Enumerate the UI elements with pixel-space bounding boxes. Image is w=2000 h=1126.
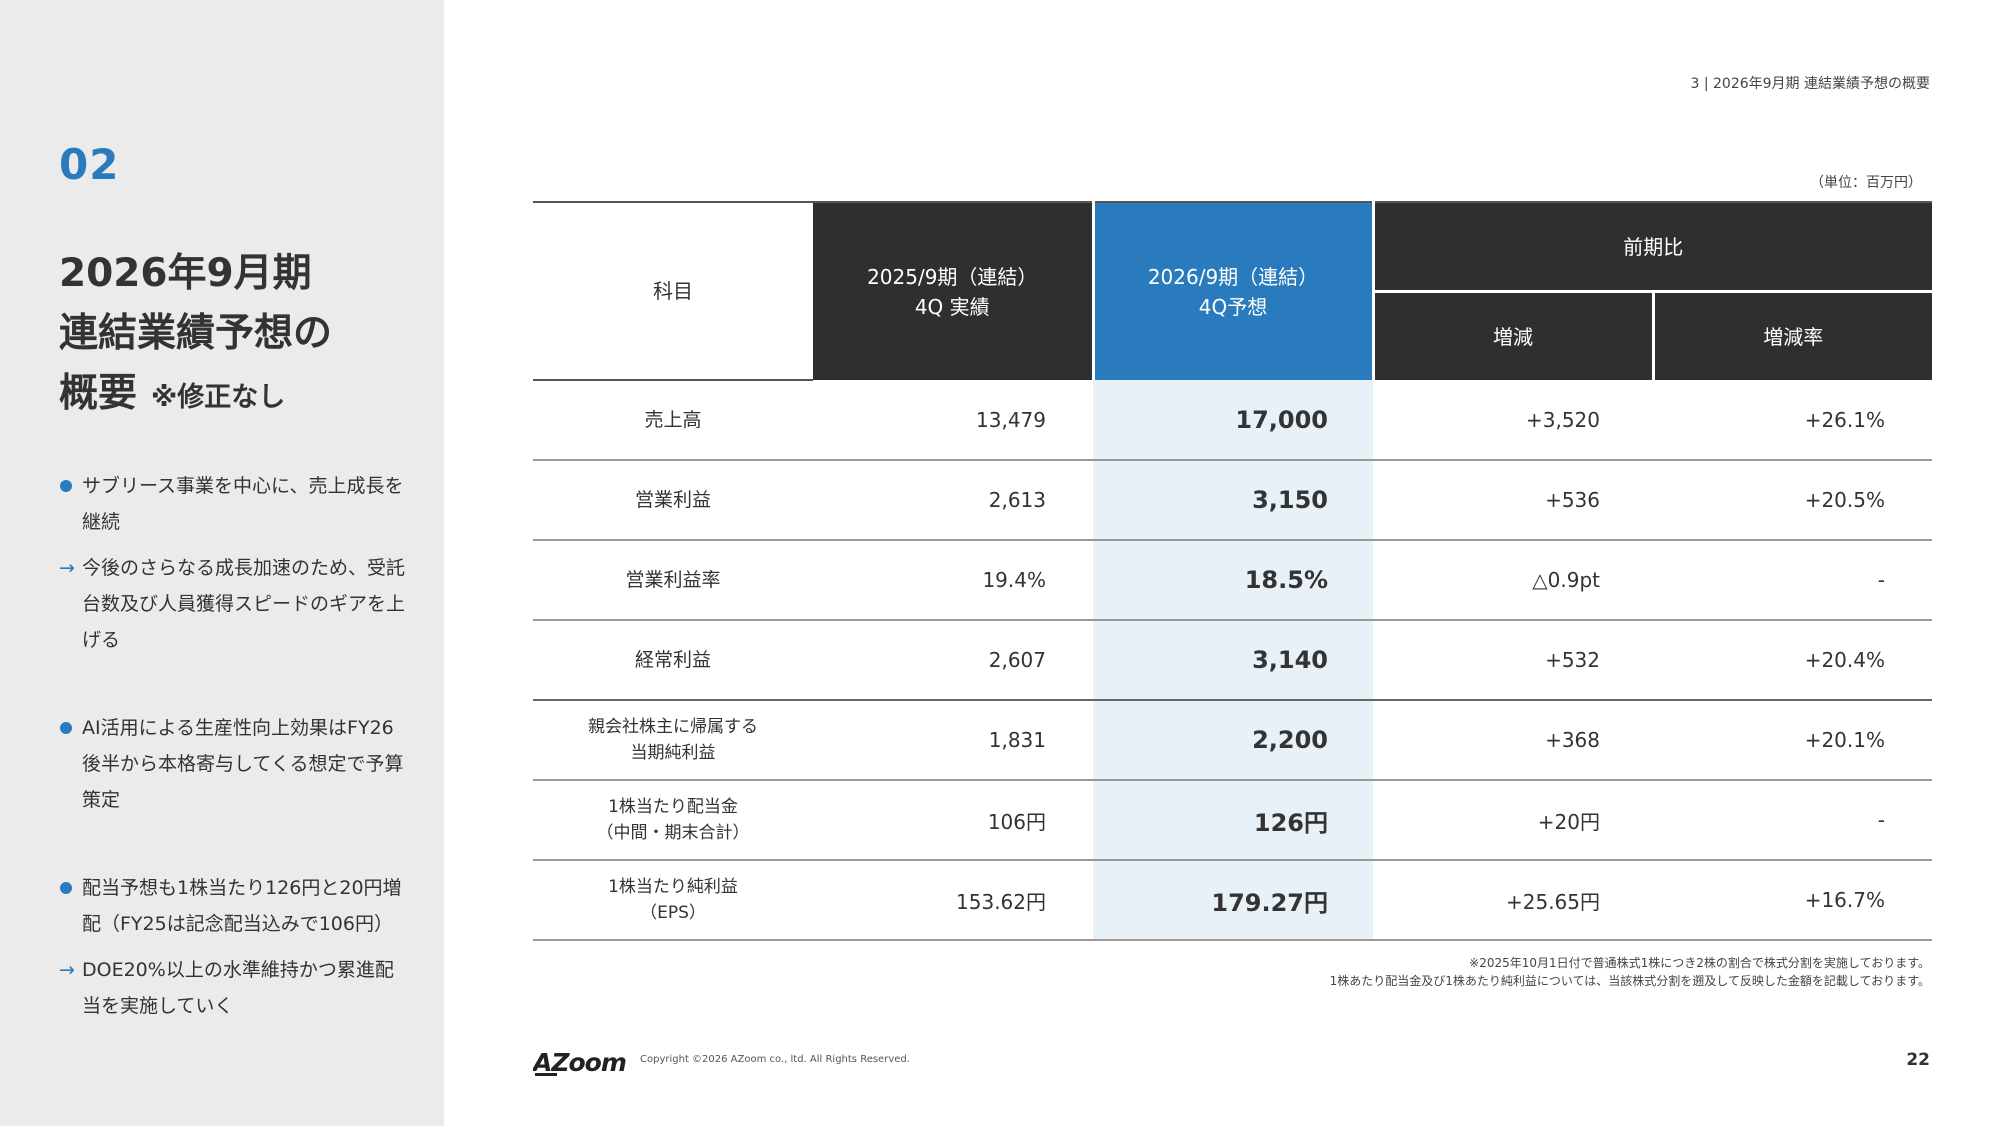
- cell-diff: +20円: [1373, 780, 1653, 861]
- bullet-point: サブリース事業を中心に、売上成長を継続: [59, 468, 409, 540]
- header-yoy: 前期比: [1373, 201, 1932, 292]
- bullet-text: DOE20%以上の水準維持かつ累進配当を実施していく: [82, 959, 394, 1017]
- cell-diff: +368: [1373, 700, 1653, 781]
- forecast-table: 科目 2025/9期（連結） 4Q 実績 2026/9期（連結） 4Q予想 前期…: [533, 201, 1932, 941]
- row-subject: 親会社株主に帰属する 当期純利益: [533, 700, 813, 781]
- page-number: 22: [1906, 1050, 1930, 1070]
- copyright: Copyright ©2026 AZoom co., ltd. All Righ…: [640, 1054, 910, 1065]
- cell-rate: -: [1653, 780, 1932, 861]
- cell-forecast: 179.27円: [1093, 860, 1373, 941]
- table-row: 1株当たり純利益 （EPS） 153.62円 179.27円 +25.65円 +…: [533, 860, 1932, 941]
- row-subject: 1株当たり配当金 （中間・期末合計）: [533, 780, 813, 861]
- cell-diff: +3,520: [1373, 380, 1653, 461]
- cell-prev: 153.62円: [813, 860, 1093, 941]
- row-subject-line1: 1株当たり配当金: [608, 797, 738, 817]
- header-prev-year: 2025/9期（連結） 4Q 実績: [813, 201, 1095, 380]
- row-subject: 経常利益: [533, 620, 813, 701]
- cell-prev: 1,831: [813, 700, 1093, 781]
- row-subject-line2: （中間・期末合計）: [596, 823, 750, 843]
- row-subject-line2: 当期純利益: [630, 743, 716, 763]
- table-row: 経常利益 2,607 3,140 +532 +20.4%: [533, 620, 1932, 701]
- cell-rate: +16.7%: [1653, 860, 1932, 941]
- company-logo: AZoom: [533, 1047, 629, 1077]
- header-current-forecast: 2026/9期（連結） 4Q予想: [1093, 201, 1375, 380]
- arrow-point: → DOE20%以上の水準維持かつ累進配当を実施していく: [59, 952, 409, 1024]
- table-row: 売上高 13,479 17,000 +3,520 +26.1%: [533, 380, 1932, 461]
- row-subject-line1: 1株当たり純利益: [608, 877, 738, 897]
- cell-forecast: 3,150: [1093, 460, 1373, 541]
- cell-prev: 2,613: [813, 460, 1093, 541]
- bullet-dot-icon: [60, 480, 72, 492]
- cell-rate: +20.4%: [1653, 620, 1932, 701]
- footnote-line: 1株あたり配当金及び1株あたり純利益については、当該株式分割を遡及して反映した金…: [1329, 974, 1930, 988]
- cell-prev: 13,479: [813, 380, 1093, 461]
- table-row: 営業利益 2,613 3,150 +536 +20.5%: [533, 460, 1932, 541]
- header-diff: 増減: [1373, 290, 1655, 380]
- table-row: 親会社株主に帰属する 当期純利益 1,831 2,200 +368 +20.1%: [533, 700, 1932, 781]
- arrow-right-icon: →: [59, 959, 75, 981]
- cell-prev: 2,607: [813, 620, 1093, 701]
- bullet-text: AI活用による生産性向上効果はFY26後半から本格寄与してくる想定で予算策定: [82, 717, 404, 811]
- page-label: 3 | 2026年9月期 連結業績予想の概要: [1690, 76, 1930, 92]
- cell-rate: +20.1%: [1653, 700, 1932, 781]
- row-subject-line1: 親会社株主に帰属する: [588, 717, 758, 737]
- bullet-text: 配当予想も1株当たり126円と20円増配（FY25は記念配当込みで106円）: [82, 877, 402, 935]
- cell-diff: +532: [1373, 620, 1653, 701]
- arrow-point: → 今後のさらなる成長加速のため、受託台数及び人員獲得スピードのギアを上げる: [59, 550, 409, 658]
- header-subject: 科目: [533, 201, 813, 381]
- svg-text:AZoom: AZoom: [533, 1048, 626, 1077]
- section-title: 2026年9月期 連結業績予想の 概要 ※修正なし: [59, 244, 429, 428]
- unit-label: （単位：百万円）: [1810, 175, 1922, 191]
- row-subject: 1株当たり純利益 （EPS）: [533, 860, 813, 941]
- title-note: ※修正なし: [151, 382, 286, 413]
- header-prev-line2: 4Q 実績: [914, 294, 990, 319]
- footnote: ※2025年10月1日付で普通株式1株につき2株の割合で株式分割を実施しておりま…: [1330, 954, 1930, 990]
- cell-forecast: 126円: [1093, 780, 1373, 861]
- section-title-line: 連結業績予想の: [59, 311, 333, 356]
- cell-forecast: 2,200: [1093, 700, 1373, 781]
- header-cur-line2: 4Q予想: [1198, 294, 1268, 319]
- cell-forecast: 3,140: [1093, 620, 1373, 701]
- section-title-text: 概要: [59, 371, 138, 416]
- footnote-line: ※2025年10月1日付で普通株式1株につき2株の割合で株式分割を実施しておりま…: [1469, 956, 1930, 970]
- header-cur-line1: 2026/9期（連結）: [1147, 264, 1319, 289]
- cell-rate: -: [1653, 540, 1932, 621]
- row-subject-line2: （EPS）: [640, 903, 706, 923]
- cell-prev: 19.4%: [813, 540, 1093, 621]
- cell-forecast: 18.5%: [1093, 540, 1373, 621]
- section-number: 02: [59, 140, 120, 189]
- bullet-point: 配当予想も1株当たり126円と20円増配（FY25は記念配当込みで106円）: [59, 870, 409, 942]
- row-subject: 営業利益率: [533, 540, 813, 621]
- section-title-line: 2026年9月期: [59, 251, 312, 296]
- cell-diff: +536: [1373, 460, 1653, 541]
- arrow-right-icon: →: [59, 557, 75, 579]
- cell-prev: 106円: [813, 780, 1093, 861]
- bullet-text: 今後のさらなる成長加速のため、受託台数及び人員獲得スピードのギアを上げる: [82, 557, 406, 651]
- cell-diff: +25.65円: [1373, 860, 1653, 941]
- table-row: 1株当たり配当金 （中間・期末合計） 106円 126円 +20円 -: [533, 780, 1932, 861]
- bullet-dot-icon: [60, 722, 72, 734]
- bullet-dot-icon: [60, 882, 72, 894]
- bullet-text: サブリース事業を中心に、売上成長を継続: [82, 475, 404, 533]
- azoom-logo-icon: AZoom: [533, 1048, 627, 1077]
- section-title-line: 概要 ※修正なし: [59, 364, 429, 428]
- row-subject: 営業利益: [533, 460, 813, 541]
- cell-forecast: 17,000: [1093, 380, 1373, 461]
- sidebar: 02 2026年9月期 連結業績予想の 概要 ※修正なし サブリース事業を中心に、…: [0, 0, 444, 1126]
- cell-rate: +26.1%: [1653, 380, 1932, 461]
- row-subject: 売上高: [533, 380, 813, 461]
- cell-rate: +20.5%: [1653, 460, 1932, 541]
- bullet-point: AI活用による生産性向上効果はFY26後半から本格寄与してくる想定で予算策定: [59, 710, 409, 818]
- cell-diff: △0.9pt: [1373, 540, 1653, 621]
- header-prev-line1: 2025/9期（連結）: [867, 264, 1038, 289]
- key-points: サブリース事業を中心に、売上成長を継続 → 今後のさらなる成長加速のため、受託台数…: [59, 468, 409, 1024]
- table-row: 営業利益率 19.4% 18.5% △0.9pt -: [533, 540, 1932, 621]
- header-rate: 増減率: [1653, 290, 1932, 380]
